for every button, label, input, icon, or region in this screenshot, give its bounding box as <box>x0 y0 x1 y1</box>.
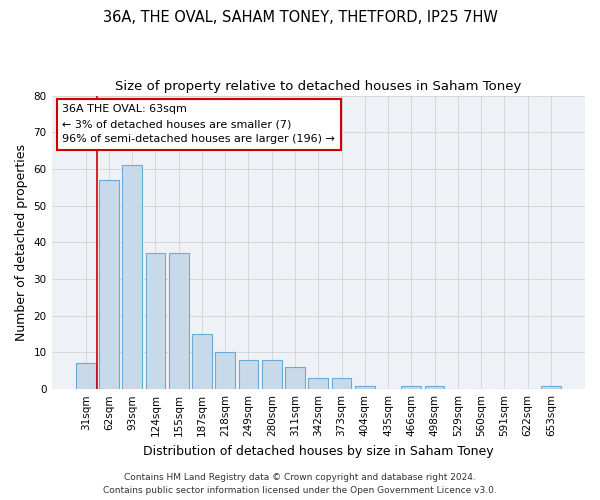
Bar <box>425 386 445 389</box>
Text: Contains HM Land Registry data © Crown copyright and database right 2024.
Contai: Contains HM Land Registry data © Crown c… <box>103 474 497 495</box>
Bar <box>169 254 188 389</box>
Bar <box>76 364 95 389</box>
Bar <box>239 360 259 389</box>
Bar <box>146 254 166 389</box>
Bar <box>332 378 352 389</box>
Bar <box>308 378 328 389</box>
Y-axis label: Number of detached properties: Number of detached properties <box>15 144 28 341</box>
Bar <box>285 367 305 389</box>
Bar <box>215 352 235 389</box>
Bar <box>122 166 142 389</box>
Bar <box>355 386 374 389</box>
Bar <box>99 180 119 389</box>
Bar <box>401 386 421 389</box>
Bar <box>192 334 212 389</box>
Bar <box>262 360 281 389</box>
Bar <box>541 386 561 389</box>
Text: 36A THE OVAL: 63sqm
← 3% of detached houses are smaller (7)
96% of semi-detached: 36A THE OVAL: 63sqm ← 3% of detached hou… <box>62 104 335 144</box>
Text: 36A, THE OVAL, SAHAM TONEY, THETFORD, IP25 7HW: 36A, THE OVAL, SAHAM TONEY, THETFORD, IP… <box>103 10 497 25</box>
X-axis label: Distribution of detached houses by size in Saham Toney: Distribution of detached houses by size … <box>143 444 494 458</box>
Title: Size of property relative to detached houses in Saham Toney: Size of property relative to detached ho… <box>115 80 521 93</box>
